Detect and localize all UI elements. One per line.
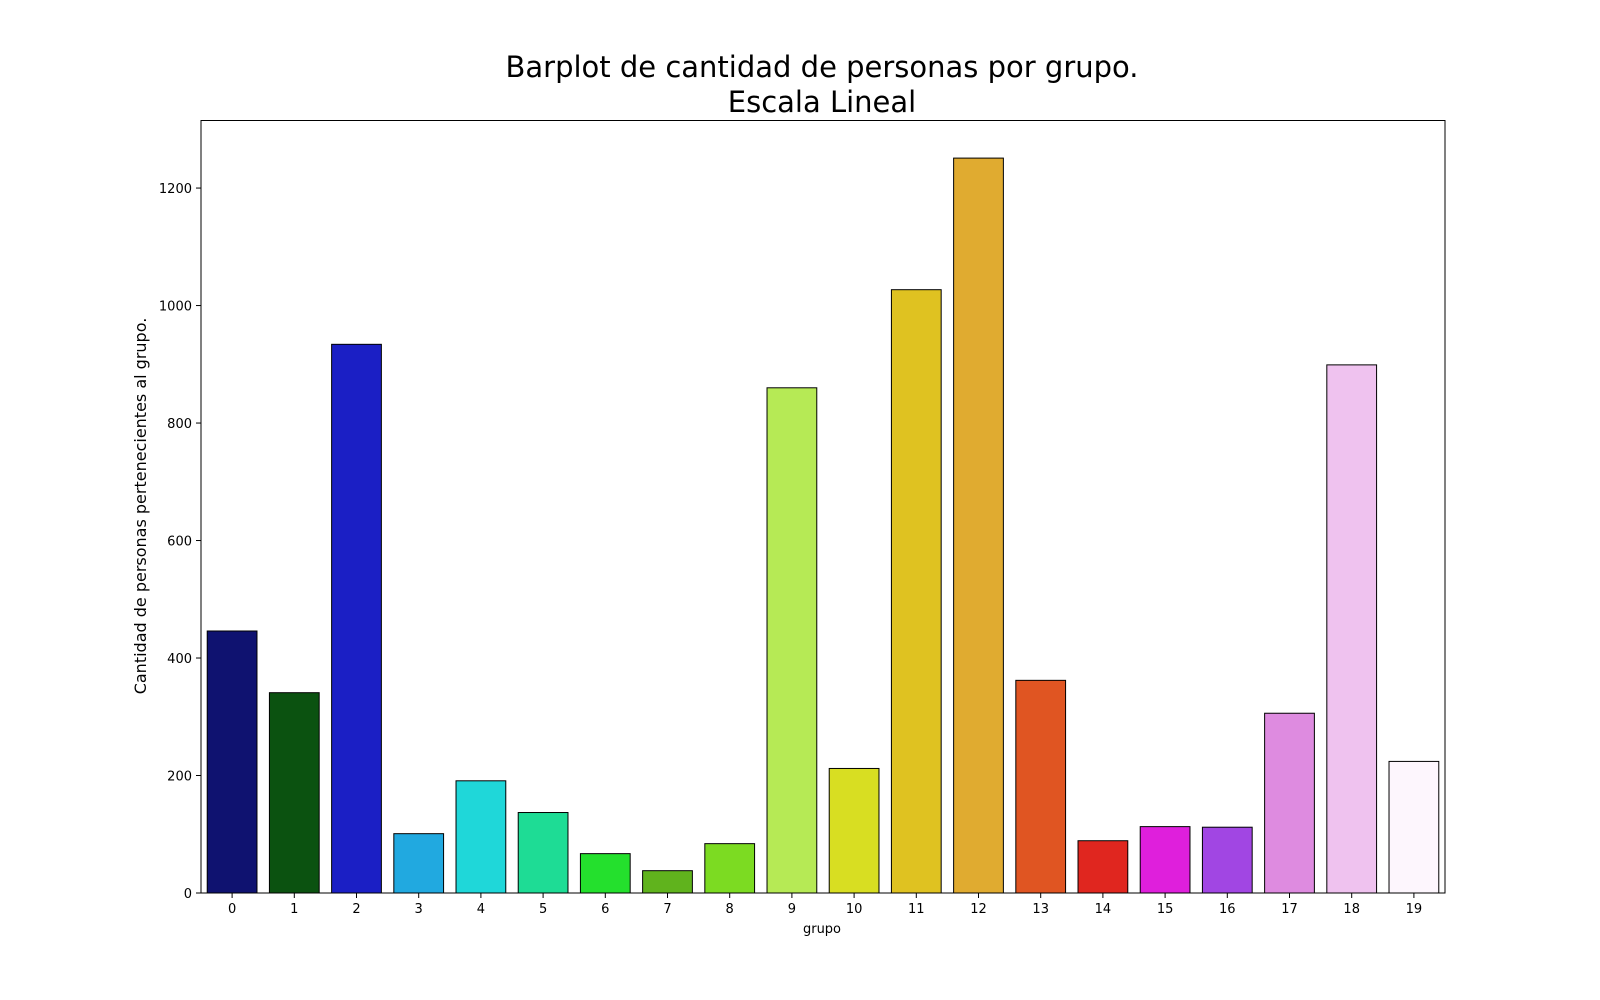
bar-5: [517, 812, 569, 894]
x-axis-label: grupo: [803, 922, 841, 937]
bar-10: [828, 767, 880, 894]
bar-17: [1264, 712, 1315, 894]
x-tick-label-12: 12: [970, 902, 987, 917]
bar-18: [1326, 364, 1378, 894]
x-tick-label-1: 1: [290, 902, 298, 917]
chart-title: Barplot de cantidad de personas por grup…: [505, 50, 1138, 84]
x-tick-label-11: 11: [908, 902, 925, 917]
y-axis-ticks: 0 200 400 600 800 1000 1200: [159, 182, 201, 902]
bar-4: [455, 780, 507, 894]
x-tick-label-15: 15: [1157, 902, 1174, 917]
y-tick-label-600: 600: [167, 535, 192, 550]
x-tick-label-0: 0: [228, 902, 236, 917]
y-tick-label-400: 400: [167, 652, 192, 667]
chart-subtitle: Escala Lineal: [728, 85, 916, 119]
bar-2: [331, 343, 382, 894]
bar-13: [1015, 679, 1067, 894]
y-tick-label-1200: 1200: [159, 182, 192, 197]
x-tick-label-4: 4: [477, 902, 485, 917]
x-tick-label-10: 10: [846, 902, 863, 917]
x-tick-label-17: 17: [1281, 902, 1298, 917]
y-axis-label: Cantidad de personas pertenecientes al g…: [131, 318, 150, 695]
bar-19: [1388, 760, 1440, 894]
y-tick-label-1000: 1000: [159, 300, 192, 315]
bar-12: [953, 157, 1004, 894]
x-axis-ticks: 0 1 2 3 4 5 6 7 8 9 10 11 12 13 14 15 16 17 18 19: [228, 893, 1422, 917]
bar-16: [1201, 826, 1253, 894]
x-tick-label-3: 3: [415, 902, 423, 917]
bar-15: [1139, 826, 1191, 894]
x-tick-label-18: 18: [1343, 902, 1360, 917]
x-tick-label-8: 8: [726, 902, 734, 917]
x-tick-label-19: 19: [1406, 902, 1423, 917]
x-tick-label-7: 7: [663, 902, 671, 917]
bar-0: [206, 630, 258, 894]
x-tick-label-5: 5: [539, 902, 547, 917]
bar-9: [766, 387, 818, 894]
bar-8: [704, 843, 756, 894]
bar-1: [268, 692, 320, 894]
y-tick-label-0: 0: [184, 887, 192, 902]
bar-14: [1077, 840, 1129, 894]
x-tick-label-16: 16: [1219, 902, 1236, 917]
y-tick-label-200: 200: [167, 770, 192, 785]
bar-3: [393, 833, 445, 894]
x-tick-label-13: 13: [1032, 902, 1049, 917]
bars-group: [206, 157, 1440, 894]
x-tick-label-6: 6: [601, 902, 609, 917]
x-tick-label-14: 14: [1095, 902, 1112, 917]
bar-6: [579, 853, 631, 894]
x-tick-label-9: 9: [788, 902, 796, 917]
bar-7: [642, 870, 693, 894]
bar-11: [890, 289, 942, 894]
plot-frame: [200, 120, 1446, 894]
y-tick-label-800: 800: [167, 417, 192, 432]
x-tick-label-2: 2: [352, 902, 360, 917]
